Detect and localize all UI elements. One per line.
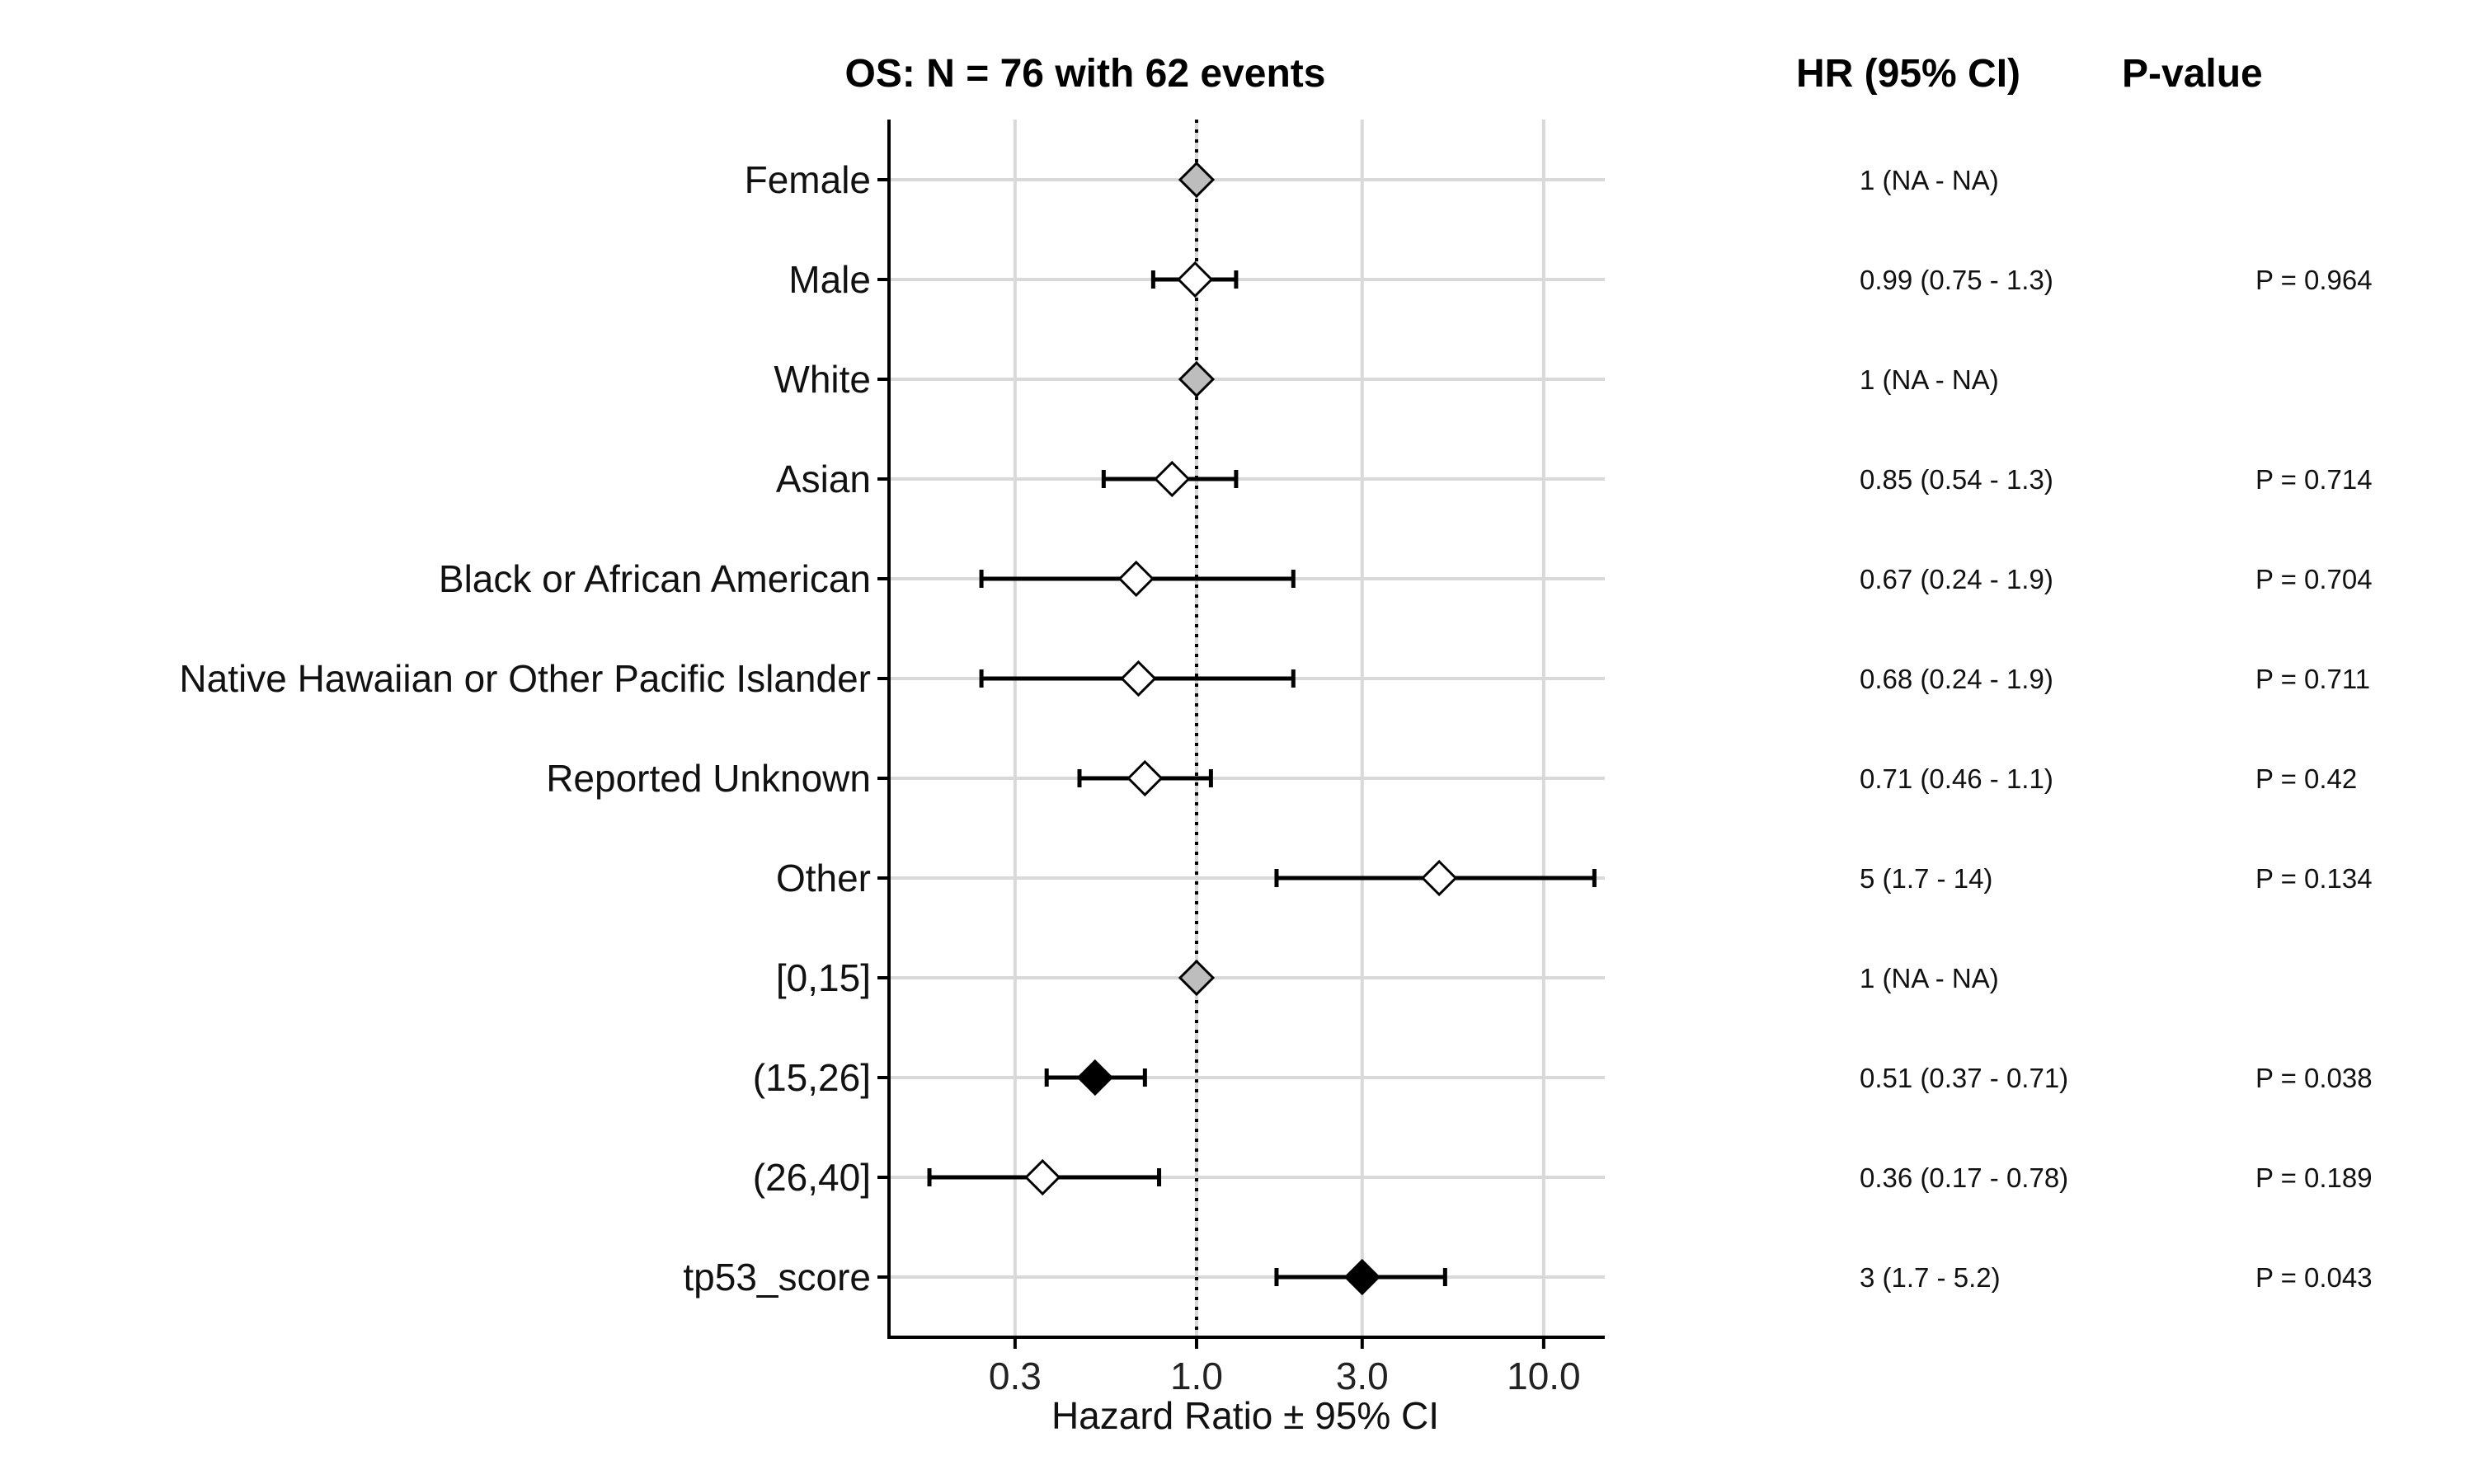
hr-column-header: HR (95% CI) <box>1796 52 2020 96</box>
hr-point <box>1024 1158 1061 1196</box>
hr-ci-value: 0.99 (0.75 - 1.3) <box>1860 265 2053 295</box>
row-labels: Female Male White Asian Black or African Ame… <box>179 158 871 1298</box>
p-value: P = 0.711 <box>2255 664 2370 694</box>
estimates <box>927 161 1597 1296</box>
p-value: P = 0.038 <box>2255 1063 2373 1093</box>
row-label: Other <box>776 857 871 899</box>
p-value: P = 0.704 <box>2255 564 2373 594</box>
chart-title: OS: N = 76 with 62 events <box>845 52 1326 96</box>
hr-ci-value: 0.51 (0.37 - 0.71) <box>1860 1063 2068 1093</box>
hr-point <box>1178 360 1216 398</box>
hr-ci-value: 1 (NA - NA) <box>1860 364 1999 395</box>
p-value: P = 0.714 <box>2255 464 2373 495</box>
axes: 0.3 1.0 3.0 10.0 <box>877 120 1605 1397</box>
row-label: Asian <box>776 458 871 500</box>
hr-point <box>1178 959 1216 997</box>
hr-point <box>1421 859 1458 897</box>
hr-point <box>1126 759 1164 797</box>
row-label: White <box>774 358 871 401</box>
hr-point <box>1120 660 1157 697</box>
row-label: Female <box>745 158 871 201</box>
x-tick-label: 3.0 <box>1336 1355 1389 1397</box>
row-label: [0,15] <box>776 956 871 999</box>
x-tick-label: 10.0 <box>1507 1355 1581 1397</box>
hr-ci-value: 0.85 (0.54 - 1.3) <box>1860 464 2053 495</box>
row-label: Black or African American <box>439 557 871 600</box>
hr-ci-value: 1 (NA - NA) <box>1860 165 1999 195</box>
grid-lines <box>889 120 1605 1337</box>
row-label: tp53_score <box>683 1256 871 1298</box>
hr-ci-value: 0.68 (0.24 - 1.9) <box>1860 664 2053 694</box>
hr-point <box>1343 1258 1380 1296</box>
x-axis-title: Hazard Ratio ± 95% CI <box>1051 1394 1439 1437</box>
p-value-column-header: P-value <box>2122 52 2263 96</box>
hr-ci-value: 3 (1.7 - 5.2) <box>1860 1262 2001 1293</box>
p-value: P = 0.964 <box>2255 265 2373 295</box>
hr-point <box>1178 161 1216 199</box>
hr-ci-value: 0.71 (0.46 - 1.1) <box>1860 763 2053 794</box>
row-label: Male <box>788 258 871 301</box>
row-label: Native Hawaiian or Other Pacific Islande… <box>179 657 871 700</box>
hr-point <box>1117 560 1155 598</box>
row-label: (26,40] <box>753 1156 871 1199</box>
p-value: P = 0.42 <box>2255 763 2357 794</box>
p-value: P = 0.189 <box>2255 1162 2373 1193</box>
results-table: 1 (NA - NA) 0.99 (0.75 - 1.3) P = 0.964 1 (… <box>1860 165 2373 1293</box>
row-label: (15,26] <box>753 1056 871 1099</box>
x-tick-label: 0.3 <box>989 1355 1042 1397</box>
hr-ci-value: 0.67 (0.24 - 1.9) <box>1860 564 2053 594</box>
hr-point <box>1154 460 1191 498</box>
hr-ci-value: 1 (NA - NA) <box>1860 963 1999 993</box>
row-label: Reported Unknown <box>546 757 871 800</box>
x-tick-label: 1.0 <box>1170 1355 1223 1397</box>
hr-ci-value: 5 (1.7 - 14) <box>1860 863 1992 894</box>
hr-point <box>1177 261 1214 298</box>
p-value: P = 0.043 <box>2255 1262 2373 1293</box>
hr-point <box>1076 1059 1113 1097</box>
p-value: P = 0.134 <box>2255 863 2373 894</box>
hr-ci-value: 0.36 (0.17 - 0.78) <box>1860 1162 2068 1193</box>
